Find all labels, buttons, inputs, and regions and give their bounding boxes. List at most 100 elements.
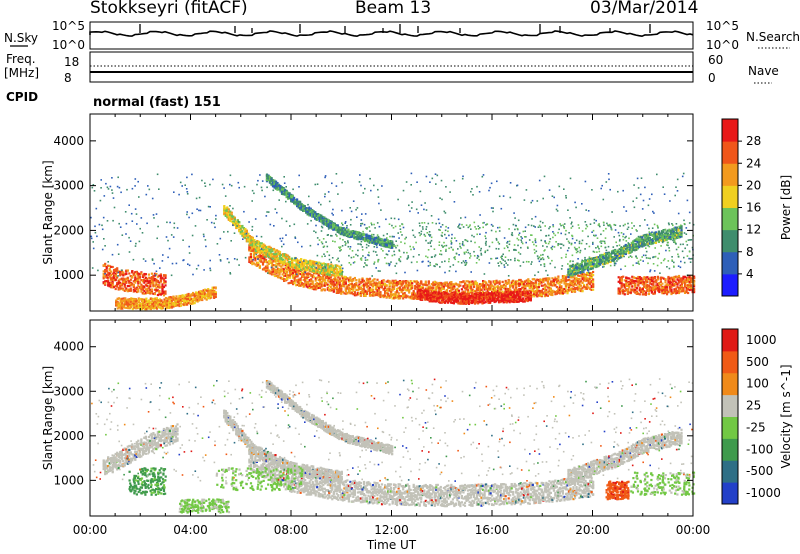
data-cell [584,286,587,289]
data-cell [462,285,465,288]
data-cell [586,279,589,282]
data-cell [414,294,417,297]
data-cell [126,278,129,281]
data-cell [380,283,384,287]
data-cell [248,245,251,248]
freq-strip [89,51,694,83]
data-cell [108,282,111,285]
data-cell [433,281,436,284]
data-cell [456,289,459,292]
data-cell [492,281,495,284]
data-cell [286,268,289,271]
data-cell [114,268,117,271]
data-cell [346,286,349,289]
data-cell [418,286,421,289]
data-cell [441,288,444,291]
data-cell [102,275,105,278]
data-cell [551,291,554,294]
data-cell [507,280,510,283]
data-cell [400,288,403,291]
data-cell [343,281,346,284]
data-cell [477,286,480,289]
data-cell [275,262,278,265]
data-cell [482,281,485,284]
data-cell [361,281,364,284]
data-cell [159,275,162,278]
data-cell [361,291,364,294]
data-cell [359,294,362,297]
data-cell [344,278,347,281]
data-cell [249,247,252,250]
data-cell [521,283,524,286]
data-cell [518,278,521,282]
data-cell [108,264,111,268]
data-cell [475,282,479,285]
data-cell [254,259,257,262]
data-cell [445,289,448,292]
data-cell [379,280,382,284]
data-cell [317,283,320,286]
data-cell [314,279,317,282]
data-cell [135,279,138,282]
data-cell [524,280,527,283]
data-cell [622,275,625,278]
data-cell [426,288,429,291]
data-cell [400,295,403,298]
data-cell [126,269,129,272]
data-cell [286,274,289,277]
data-cell [405,295,408,298]
data-cell [397,292,400,295]
data-cell [370,284,373,287]
data-cell [305,280,308,283]
data-cell [279,265,283,268]
nsky-tick-bottom: 10^0 [52,38,85,52]
data-cell [414,280,417,283]
data-cell [396,290,399,293]
data-cell [397,297,400,300]
data-cell [469,285,473,288]
data-cell [552,282,555,285]
data-cell [394,295,397,298]
data-cell [299,280,302,284]
data-cell [545,291,548,294]
data-cell [409,287,412,290]
data-cell [304,270,307,273]
data-cell [105,280,108,283]
data-cell [497,285,500,288]
data-cell [498,286,501,289]
data-cell [141,279,144,282]
data-cell [545,279,548,282]
data-cell [132,273,135,276]
data-cell [433,289,436,292]
data-cell [120,284,123,287]
data-cell [102,270,105,273]
data-cell [328,284,331,287]
data-cell [299,273,302,276]
data-cell [540,279,543,282]
data-cell [548,284,551,287]
data-cell [467,292,471,295]
data-cell [278,272,281,275]
data-cell [298,272,301,275]
status-panel: N.Sky 10^5 10^0 10^5 10^0 N.Search Freq.… [4,19,800,110]
data-cell [373,291,376,294]
data-cell [546,294,549,297]
nsky-trace [89,24,694,38]
data-cell [482,280,485,283]
data-cell [489,287,492,290]
data-cell [371,279,375,282]
data-cell [530,280,533,284]
data-cell [524,285,527,288]
data-cell [430,289,433,292]
data-cell [463,284,467,287]
data-cell [411,292,414,295]
data-cell [376,289,379,292]
data-cell [592,285,595,288]
data-cell [394,296,397,300]
data-cell [491,284,494,287]
data-cell [150,272,153,275]
data-cell [261,255,265,258]
data-cell [122,282,125,285]
data-cell [117,281,120,284]
data-cell [405,280,408,283]
